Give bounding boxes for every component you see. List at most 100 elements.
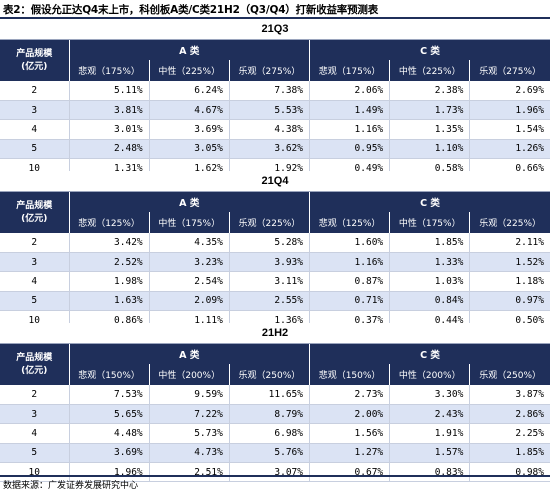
table-row: 10 1.96% 2.51% 3.07% 0.67% 0.83% 0.98%: [0, 462, 550, 483]
yield-cell: 4.38%: [229, 119, 311, 140]
scenario-header: 中性（200%）: [389, 364, 471, 385]
yield-cell: 3.87%: [469, 385, 550, 405]
scale-header: 产品规模 (亿元): [0, 40, 70, 81]
scenario-header: 中性（175%）: [149, 212, 230, 233]
class-c-header: C 类: [309, 192, 550, 212]
scenario-header: 中性（175%）: [389, 212, 471, 233]
yield-cell: 2.06%: [309, 81, 391, 101]
forecast-table: 产品规模 (亿元) A 类 C 类 悲观（125%） 中性（175%） 乐观（22…: [0, 192, 550, 331]
scenario-header: 乐观（225%）: [469, 212, 550, 233]
yield-cell: 2.11%: [469, 233, 550, 253]
table-row: 2 3.42% 4.35% 5.28% 1.60% 1.85% 2.11%: [0, 233, 550, 253]
scenario-header: 乐观（225%）: [229, 212, 311, 233]
scale-cell: 3: [0, 100, 70, 121]
scenario-header: 悲观（125%）: [69, 212, 150, 233]
table-title: 表2：假设允正达Q4末上市，科创板A类/C类21H2（Q3/Q4）打新收益率预测…: [3, 4, 379, 16]
top-rule: [0, 17, 550, 19]
yield-cell: 3.07%: [229, 462, 311, 483]
yield-cell: 1.91%: [389, 423, 471, 444]
yield-cell: 0.71%: [309, 291, 391, 312]
yield-cell: 3.69%: [149, 119, 230, 140]
section-21q3: 21Q3 产品规模 (亿元) A 类 C 类 悲观（175%） 中性（225%） …: [0, 19, 550, 179]
yield-cell: 1.96%: [69, 462, 150, 483]
yield-cell: 3.11%: [229, 271, 311, 292]
section-21h2: 21H2 产品规模 (亿元) A 类 C 类 悲观（150%） 中性（200%） …: [0, 323, 550, 483]
scale-cell: 3: [0, 252, 70, 273]
yield-cell: 4.48%: [69, 423, 150, 444]
table-row: 3 2.52% 3.23% 3.93% 1.16% 1.33% 1.52%: [0, 252, 550, 273]
yield-cell: 1.63%: [69, 291, 150, 312]
yield-cell: 2.25%: [469, 423, 550, 444]
yield-cell: 5.73%: [149, 423, 230, 444]
scale-label: 产品规模: [16, 352, 53, 363]
yield-cell: 0.95%: [309, 139, 391, 160]
yield-cell: 0.97%: [469, 291, 550, 312]
yield-cell: 3.42%: [69, 233, 150, 253]
class-c-header: C 类: [309, 344, 550, 364]
yield-cell: 2.43%: [389, 404, 471, 425]
yield-cell: 2.09%: [149, 291, 230, 312]
yield-cell: 1.10%: [389, 139, 471, 160]
scenario-header: 悲观（125%）: [309, 212, 391, 233]
yield-cell: 3.93%: [229, 252, 311, 273]
yield-cell: 4.73%: [149, 443, 230, 464]
yield-cell: 3.62%: [229, 139, 311, 160]
yield-cell: 6.24%: [149, 81, 230, 101]
yield-cell: 9.59%: [149, 385, 230, 405]
table-row: 3 3.81% 4.67% 5.53% 1.49% 1.73% 1.96%: [0, 100, 550, 121]
scale-cell: 4: [0, 271, 70, 292]
yield-cell: 1.35%: [389, 119, 471, 140]
yield-cell: 5.76%: [229, 443, 311, 464]
class-a-header: A 类: [69, 344, 310, 364]
scenario-header: 中性（200%）: [149, 364, 230, 385]
scale-cell: 10: [0, 462, 70, 483]
scenario-header: 悲观（175%）: [309, 60, 391, 81]
yield-cell: 3.30%: [389, 385, 471, 405]
yield-cell: 1.85%: [389, 233, 471, 253]
class-a-header: A 类: [69, 192, 310, 212]
scale-label: 产品规模: [16, 48, 53, 59]
yield-cell: 2.48%: [69, 139, 150, 160]
section-21q4: 21Q4 产品规模 (亿元) A 类 C 类 悲观（125%） 中性（175%） …: [0, 171, 550, 331]
scale-cell: 4: [0, 119, 70, 140]
yield-cell: 2.54%: [149, 271, 230, 292]
class-a-header: A 类: [69, 40, 310, 60]
scale-cell: 5: [0, 443, 70, 464]
forecast-table: 产品规模 (亿元) A 类 C 类 悲观（175%） 中性（225%） 乐观（27…: [0, 40, 550, 179]
yield-cell: 2.55%: [229, 291, 311, 312]
yield-cell: 2.51%: [149, 462, 230, 483]
table-row: 5 3.69% 4.73% 5.76% 1.27% 1.57% 1.85%: [0, 443, 550, 464]
scale-unit: (亿元): [21, 213, 48, 224]
yield-cell: 1.26%: [469, 139, 550, 160]
data-source: 数据来源：广发证券发展研究中心: [3, 481, 139, 491]
yield-cell: 7.38%: [229, 81, 311, 101]
scale-cell: 2: [0, 81, 70, 101]
yield-cell: 3.23%: [149, 252, 230, 273]
scenario-header: 中性（225%）: [389, 60, 471, 81]
yield-cell: 7.22%: [149, 404, 230, 425]
yield-cell: 3.69%: [69, 443, 150, 464]
yield-cell: 1.16%: [309, 119, 391, 140]
yield-cell: 3.01%: [69, 119, 150, 140]
scenario-header: 悲观（150%）: [69, 364, 150, 385]
period-title: 21Q3: [0, 19, 550, 40]
table-row: 4 1.98% 2.54% 3.11% 0.87% 1.03% 1.18%: [0, 271, 550, 292]
yield-cell: 6.98%: [229, 423, 311, 444]
yield-cell: 7.53%: [69, 385, 150, 405]
table-row: 4 4.48% 5.73% 6.98% 1.56% 1.91% 2.25%: [0, 423, 550, 444]
yield-cell: 1.03%: [389, 271, 471, 292]
table-row: 3 5.65% 7.22% 8.79% 2.00% 2.43% 2.86%: [0, 404, 550, 425]
yield-cell: 1.96%: [469, 100, 550, 121]
scenario-header: 中性（225%）: [149, 60, 230, 81]
yield-cell: 3.05%: [149, 139, 230, 160]
yield-cell: 2.86%: [469, 404, 550, 425]
yield-cell: 4.35%: [149, 233, 230, 253]
yield-cell: 2.52%: [69, 252, 150, 273]
yield-cell: 1.18%: [469, 271, 550, 292]
table-row: 2 5.11% 6.24% 7.38% 2.06% 2.38% 2.69%: [0, 81, 550, 101]
yield-cell: 0.87%: [309, 271, 391, 292]
yield-cell: 0.98%: [469, 462, 550, 483]
yield-cell: 5.53%: [229, 100, 311, 121]
scale-cell: 2: [0, 385, 70, 405]
scale-unit: (亿元): [21, 365, 48, 376]
